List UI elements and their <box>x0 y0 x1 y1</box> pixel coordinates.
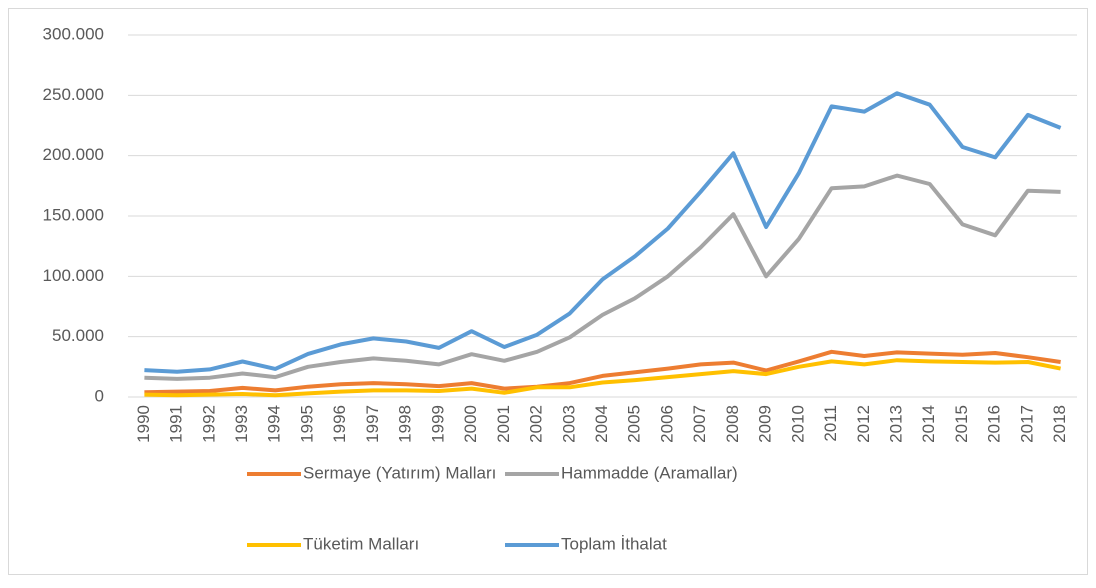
y-tick-label: 50.000 <box>52 326 104 345</box>
x-tick-label: 2001 <box>494 405 513 443</box>
x-tick-label: 2011 <box>821 405 840 442</box>
x-tick-label: 2017 <box>1017 405 1036 443</box>
x-tick-label: 2000 <box>461 405 480 443</box>
chart-frame <box>8 8 1088 575</box>
legend-label: Tüketim Malları <box>303 534 419 553</box>
x-tick-label: 2014 <box>919 405 938 443</box>
x-tick-label: 1992 <box>199 405 218 443</box>
x-tick-label: 2005 <box>625 405 644 443</box>
x-tick-label: 2015 <box>952 405 971 443</box>
y-tick-label: 0 <box>95 386 104 405</box>
x-tick-label: 2016 <box>985 405 1004 443</box>
x-tick-label: 2002 <box>527 405 546 443</box>
x-tick-label: 2008 <box>723 405 742 443</box>
x-tick-label: 1998 <box>396 405 415 443</box>
x-tick-label: 1999 <box>428 405 447 443</box>
series-line <box>144 358 1061 398</box>
x-tick-label: 2013 <box>887 405 906 443</box>
x-tick-label: 1994 <box>265 405 284 443</box>
x-tick-label: 2009 <box>756 405 775 443</box>
x-tick-label: 2004 <box>592 405 611 443</box>
x-tick-label: 1997 <box>363 405 382 443</box>
x-tick-label: 2003 <box>559 405 578 443</box>
y-tick-label: 250.000 <box>43 85 104 104</box>
x-tick-label: 2018 <box>1050 405 1069 443</box>
x-tick-label: 2012 <box>854 405 873 443</box>
y-tick-label: 150.000 <box>43 205 104 224</box>
x-tick-label: 1995 <box>297 405 316 443</box>
series-line <box>144 91 1062 374</box>
legend-label: Hammadde (Aramallar) <box>561 463 738 482</box>
y-tick-label: 300.000 <box>43 24 104 43</box>
legend-label: Sermaye (Yatırım) Malları <box>303 463 496 482</box>
x-tick-label: 2007 <box>690 405 709 443</box>
x-tick-label: 1996 <box>330 405 349 443</box>
series-line <box>144 173 1061 381</box>
x-tick-label: 1991 <box>167 405 186 443</box>
x-tick-label: 1993 <box>232 405 251 443</box>
x-tick-label: 2006 <box>657 405 676 443</box>
y-tick-label: 200.000 <box>43 145 104 164</box>
y-tick-label: 100.000 <box>43 266 104 285</box>
x-tick-label: 2010 <box>788 405 807 443</box>
legend-label: Toplam İthalat <box>561 534 667 553</box>
x-tick-label: 1990 <box>134 405 153 443</box>
series-line <box>144 349 1061 395</box>
